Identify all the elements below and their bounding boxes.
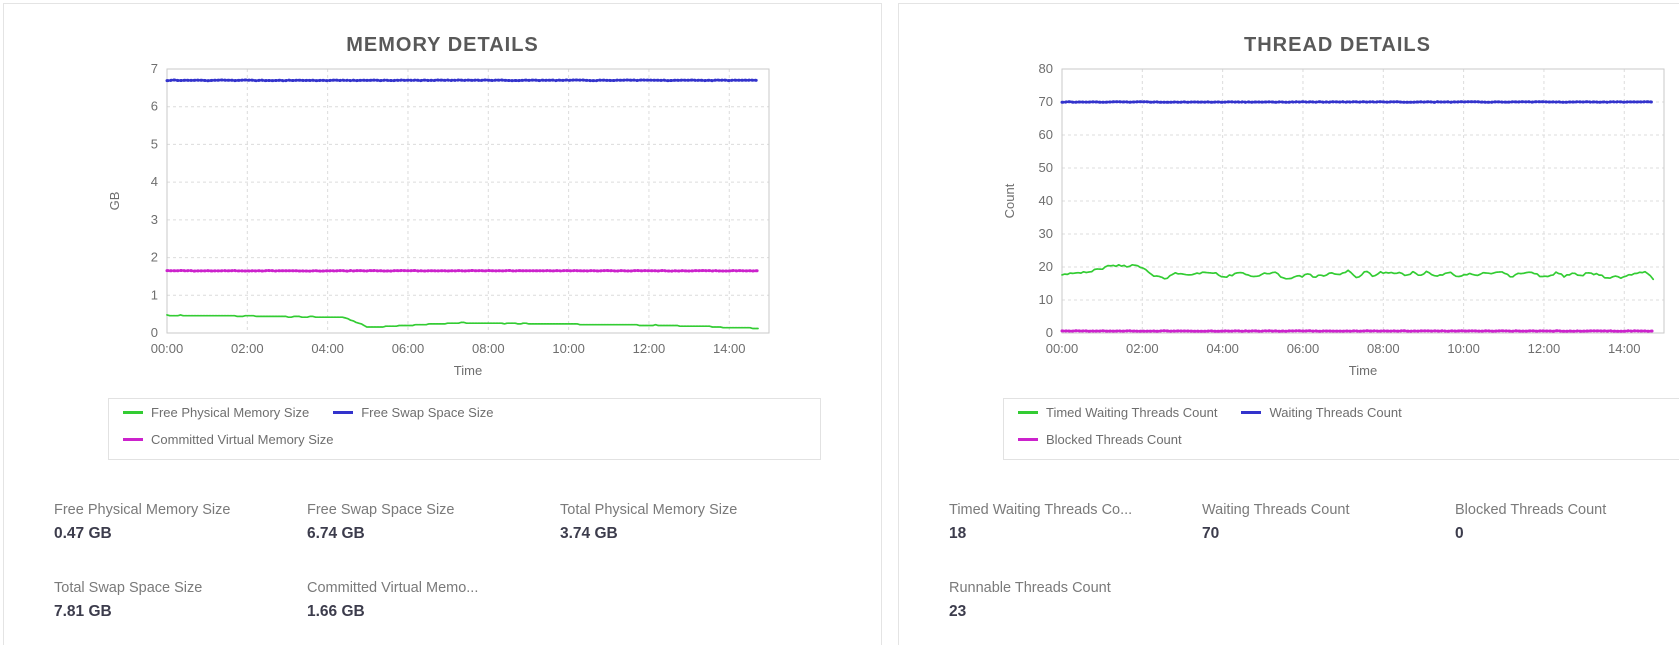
svg-text:14:00: 14:00	[1608, 341, 1641, 356]
svg-text:60: 60	[1039, 127, 1053, 142]
svg-text:20: 20	[1039, 259, 1053, 274]
svg-text:70: 70	[1039, 94, 1053, 109]
svg-text:12:00: 12:00	[633, 341, 666, 356]
svg-text:02:00: 02:00	[1126, 341, 1159, 356]
svg-text:5: 5	[151, 136, 158, 151]
svg-text:30: 30	[1039, 226, 1053, 241]
svg-text:10: 10	[1039, 292, 1053, 307]
svg-text:7: 7	[151, 61, 158, 76]
svg-text:80: 80	[1039, 61, 1053, 76]
svg-text:12:00: 12:00	[1528, 341, 1561, 356]
svg-text:04:00: 04:00	[1206, 341, 1239, 356]
svg-text:40: 40	[1039, 193, 1053, 208]
svg-text:10:00: 10:00	[552, 341, 585, 356]
svg-text:08:00: 08:00	[1367, 341, 1400, 356]
svg-text:50: 50	[1039, 160, 1053, 175]
svg-text:06:00: 06:00	[392, 341, 425, 356]
svg-text:Time: Time	[1349, 363, 1377, 378]
svg-text:Count: Count	[1002, 183, 1017, 218]
svg-text:04:00: 04:00	[311, 341, 344, 356]
svg-text:GB: GB	[107, 192, 122, 211]
svg-text:2: 2	[151, 250, 158, 265]
svg-text:08:00: 08:00	[472, 341, 505, 356]
svg-text:10:00: 10:00	[1447, 341, 1480, 356]
svg-text:4: 4	[151, 174, 158, 189]
svg-text:3: 3	[151, 212, 158, 227]
svg-text:00:00: 00:00	[1046, 341, 1079, 356]
svg-text:0: 0	[1046, 325, 1053, 340]
svg-text:0: 0	[151, 325, 158, 340]
svg-text:14:00: 14:00	[713, 341, 746, 356]
svg-text:6: 6	[151, 99, 158, 114]
svg-text:1: 1	[151, 287, 158, 302]
svg-text:06:00: 06:00	[1287, 341, 1320, 356]
svg-text:00:00: 00:00	[151, 341, 184, 356]
svg-text:02:00: 02:00	[231, 341, 264, 356]
svg-text:Time: Time	[454, 363, 482, 378]
